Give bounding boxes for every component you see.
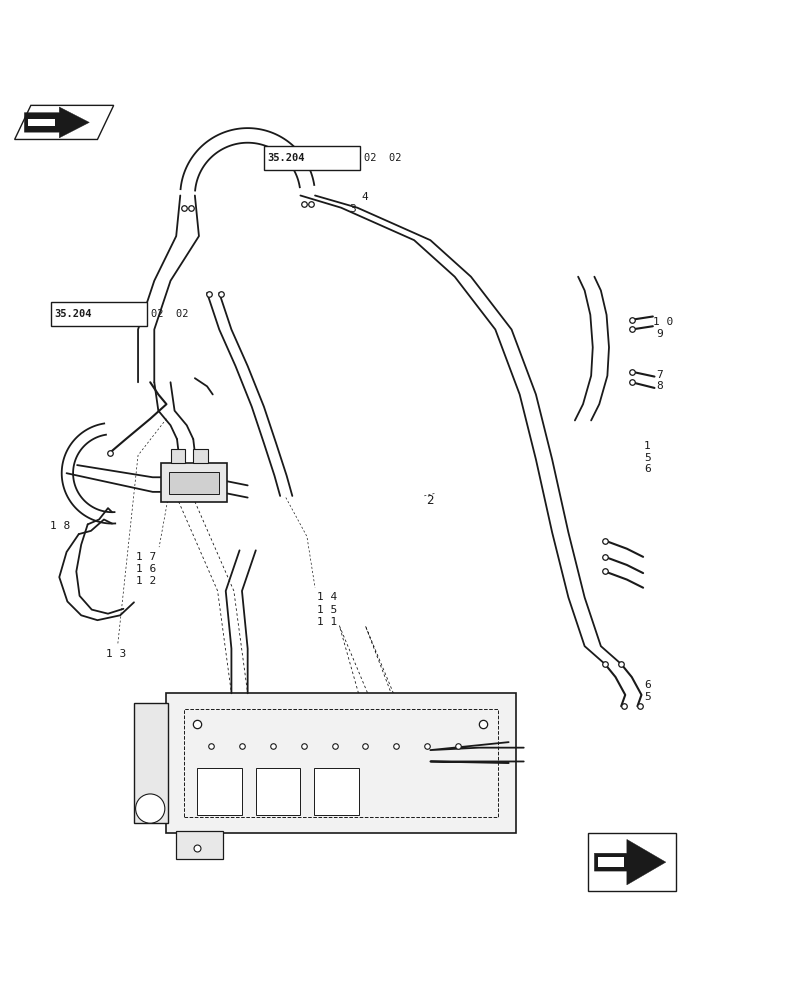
Text: 8: 8 bbox=[655, 381, 662, 391]
Text: 5: 5 bbox=[643, 453, 650, 463]
Bar bbox=[184, 709, 497, 817]
Bar bbox=[314, 768, 358, 815]
Text: 1 7: 1 7 bbox=[136, 552, 157, 562]
Text: 6: 6 bbox=[643, 464, 650, 474]
Text: 1 0: 1 0 bbox=[652, 317, 672, 327]
Text: 9: 9 bbox=[655, 329, 662, 339]
Bar bbox=[176, 831, 223, 859]
Text: 02  02: 02 02 bbox=[363, 153, 401, 163]
Text: 1 4: 1 4 bbox=[316, 592, 337, 602]
Bar bbox=[51, 302, 147, 326]
Text: 02  02: 02 02 bbox=[151, 309, 188, 319]
Polygon shape bbox=[24, 107, 89, 138]
Text: 2: 2 bbox=[426, 493, 433, 506]
Bar bbox=[193, 449, 208, 463]
Bar bbox=[255, 768, 300, 815]
Text: 1 3: 1 3 bbox=[105, 649, 126, 659]
Bar bbox=[170, 449, 185, 463]
Bar bbox=[161, 463, 227, 502]
Text: 1 1: 1 1 bbox=[316, 617, 337, 627]
Polygon shape bbox=[594, 839, 665, 885]
Bar bbox=[587, 833, 675, 891]
Text: 6: 6 bbox=[643, 680, 650, 690]
Text: 7: 7 bbox=[655, 370, 662, 380]
Text: 1 6: 1 6 bbox=[136, 564, 157, 574]
Bar bbox=[264, 146, 359, 170]
Text: 35.204: 35.204 bbox=[267, 153, 304, 163]
Text: 1 2: 1 2 bbox=[136, 576, 157, 586]
Text: 4: 4 bbox=[361, 192, 367, 202]
Bar bbox=[166, 693, 515, 833]
Bar bbox=[134, 703, 168, 823]
Circle shape bbox=[135, 794, 165, 823]
Bar bbox=[169, 472, 219, 494]
Text: 3: 3 bbox=[349, 204, 355, 214]
Polygon shape bbox=[15, 105, 114, 139]
Text: 1 5: 1 5 bbox=[316, 605, 337, 615]
Text: 5: 5 bbox=[643, 692, 650, 702]
Bar bbox=[197, 768, 242, 815]
Polygon shape bbox=[597, 857, 623, 867]
Polygon shape bbox=[28, 119, 55, 126]
Text: 35.204: 35.204 bbox=[54, 309, 92, 319]
Text: 1 8: 1 8 bbox=[50, 521, 71, 531]
Text: 1: 1 bbox=[643, 441, 650, 451]
